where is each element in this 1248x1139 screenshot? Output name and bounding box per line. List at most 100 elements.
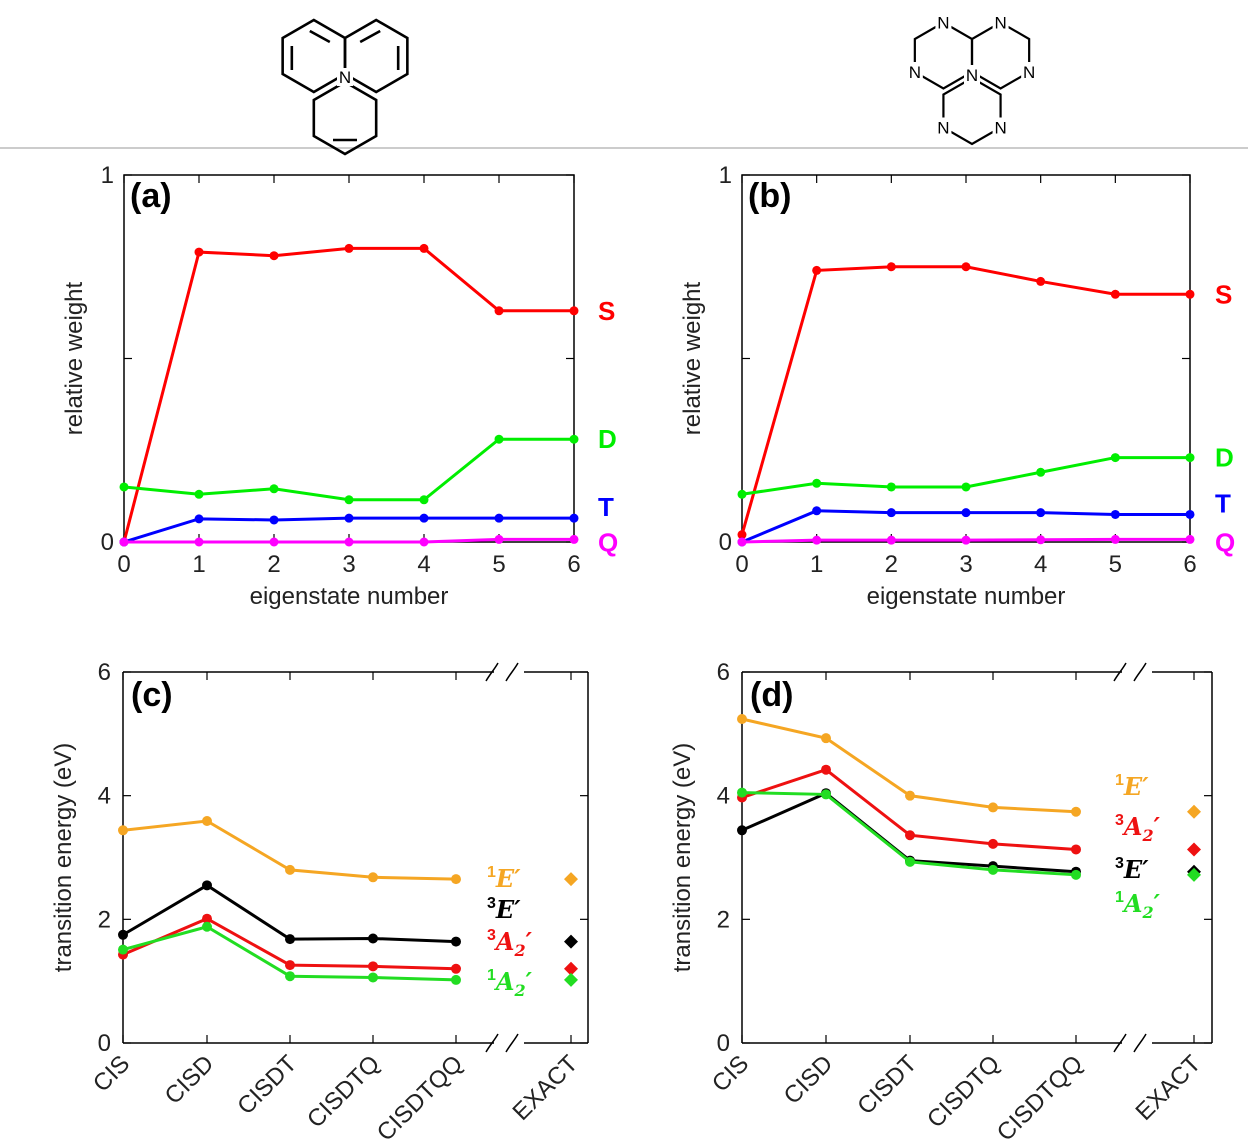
x-tick-label: 5 bbox=[492, 551, 505, 578]
ring-bond bbox=[942, 76, 1002, 146]
state-label: 3A2′ bbox=[487, 927, 533, 960]
state-label: 3E′ bbox=[487, 895, 521, 924]
x-tick-label: CISDTQQ bbox=[992, 1050, 1088, 1139]
x-tick-label: 0 bbox=[735, 551, 748, 578]
data-point-D bbox=[1036, 467, 1046, 477]
data-point bbox=[368, 933, 378, 944]
x-tick-label: 5 bbox=[1109, 551, 1122, 578]
data-point-Q bbox=[737, 537, 747, 547]
atom-background bbox=[935, 12, 952, 32]
data-point-S bbox=[1110, 289, 1120, 299]
data-point bbox=[905, 830, 915, 841]
series-tag-D: D bbox=[598, 424, 617, 454]
state-label: 3E′ bbox=[1115, 855, 1149, 884]
y-axis-title: relative weight bbox=[61, 281, 88, 435]
exact-marker bbox=[564, 961, 578, 976]
y-tick-label: 6 bbox=[98, 659, 111, 686]
data-point-T bbox=[194, 514, 204, 524]
data-point bbox=[202, 913, 212, 924]
x-tick-label: CISD bbox=[160, 1050, 220, 1110]
x-axis-title: eigenstate number bbox=[867, 583, 1066, 610]
state-label: 1A2′ bbox=[1115, 889, 1161, 922]
data-point bbox=[285, 864, 295, 875]
panel-b-chart: 0 1 0 1 2 3 4 5 6 eigenstate number relative weigh… bbox=[679, 162, 1235, 610]
nitrogen-atom: N bbox=[994, 119, 1006, 138]
data-point bbox=[988, 838, 998, 849]
data-point-T bbox=[812, 506, 822, 516]
x-tick-label: 2 bbox=[267, 551, 280, 578]
atom-background bbox=[337, 68, 353, 86]
x-tick-label: CIS bbox=[707, 1050, 754, 1097]
ring-bond bbox=[970, 21, 1031, 90]
data-point-Q bbox=[569, 534, 579, 544]
data-point-S bbox=[344, 243, 354, 253]
series-line-D bbox=[123, 437, 574, 502]
x-tick-label: EXACT bbox=[1131, 1050, 1207, 1126]
data-point bbox=[988, 864, 998, 875]
data-point-Q bbox=[886, 535, 896, 545]
data-point-D bbox=[569, 434, 579, 444]
y-tick-label: 4 bbox=[98, 783, 111, 810]
data-point-T bbox=[494, 513, 504, 523]
data-point bbox=[285, 971, 295, 982]
double-bond bbox=[359, 29, 381, 44]
y-tick-label: 0 bbox=[719, 529, 732, 556]
data-point-Q bbox=[419, 537, 429, 547]
data-point bbox=[202, 921, 212, 932]
exact-marker bbox=[564, 872, 578, 887]
data-point bbox=[451, 936, 461, 947]
data-point bbox=[1071, 806, 1081, 817]
nitrogen-atom: N bbox=[937, 14, 949, 33]
data-point-T bbox=[886, 508, 896, 518]
data-point-T bbox=[419, 513, 429, 523]
data-point-T bbox=[344, 513, 354, 523]
atom-background bbox=[935, 117, 952, 137]
data-point-S bbox=[737, 530, 747, 540]
x-tick-label: 2 bbox=[885, 551, 898, 578]
exact-marker bbox=[1187, 842, 1201, 857]
data-point-Q bbox=[812, 535, 822, 545]
x-tick-label: 0 bbox=[117, 551, 130, 578]
axis-break-mark bbox=[1133, 662, 1147, 682]
x-tick-label: CISDT bbox=[852, 1050, 922, 1120]
nitrogen-atom: N bbox=[339, 68, 351, 87]
exact-marker bbox=[1187, 867, 1201, 882]
y-tick-label: 4 bbox=[717, 783, 730, 810]
plot-frame bbox=[123, 174, 575, 543]
data-point-Q bbox=[1036, 535, 1046, 545]
series-tag-S: S bbox=[1215, 279, 1232, 309]
y-tick-label: 1 bbox=[719, 162, 732, 189]
nitrogen-atom: N bbox=[994, 14, 1006, 33]
data-point-D bbox=[194, 489, 204, 499]
y-tick-label: 1 bbox=[101, 162, 114, 189]
x-tick-label: 3 bbox=[959, 551, 972, 578]
data-point-S bbox=[886, 262, 896, 272]
panel-a-chart: 0 1 0 1 2 3 4 5 6 eigenstate number relative weigh… bbox=[61, 162, 618, 610]
x-tick-label: CISDT bbox=[232, 1050, 302, 1120]
ring-bond bbox=[343, 18, 409, 94]
data-point bbox=[118, 929, 128, 940]
data-point-S bbox=[1036, 276, 1046, 286]
data-point-D bbox=[119, 482, 129, 492]
data-point-Q bbox=[494, 534, 504, 544]
data-point-S bbox=[269, 251, 279, 261]
panel-label: (a) bbox=[130, 177, 172, 215]
series-tag-Q: Q bbox=[598, 527, 618, 557]
axis-break-mark bbox=[485, 662, 499, 682]
x-tick-label: CISDTQQ bbox=[372, 1050, 468, 1139]
series-line-S bbox=[740, 265, 1190, 536]
exact-marker bbox=[1187, 804, 1201, 819]
data-point bbox=[202, 880, 212, 891]
nitrogen-atom: N bbox=[966, 66, 978, 85]
x-tick-label: 4 bbox=[417, 551, 430, 578]
data-point bbox=[737, 713, 747, 724]
y-tick-label: 0 bbox=[717, 1030, 730, 1057]
data-point bbox=[118, 825, 128, 836]
data-point bbox=[285, 934, 295, 945]
data-point bbox=[451, 874, 461, 885]
panel-label: (b) bbox=[748, 177, 791, 215]
carbon-core-molecule: N bbox=[281, 18, 409, 156]
